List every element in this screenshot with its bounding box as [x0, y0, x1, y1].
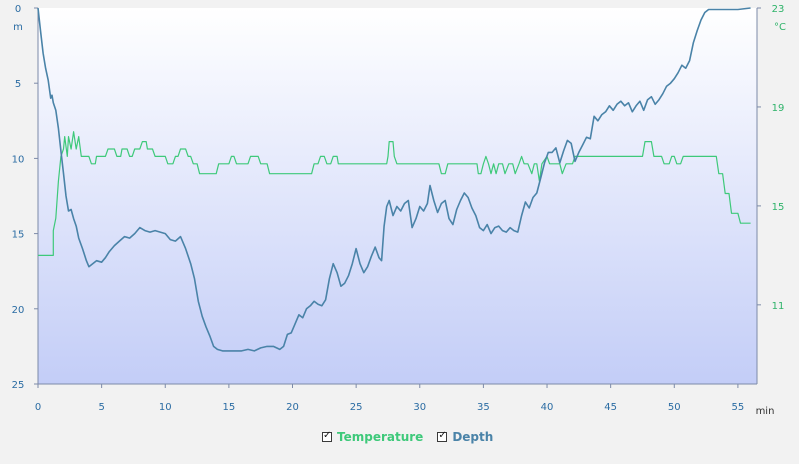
legend-depth-label: Depth — [452, 430, 494, 444]
legend-item-temperature[interactable]: Temperature — [322, 430, 423, 444]
right-axis-unit: °C — [774, 22, 786, 33]
x-axis-unit: min — [756, 406, 775, 417]
temperature-series-line — [38, 131, 751, 256]
x-tick-label: 40 — [541, 402, 554, 413]
x-tick-label: 20 — [286, 402, 299, 413]
depth-checkbox[interactable] — [437, 430, 448, 442]
legend-temperature-label: Temperature — [337, 430, 424, 444]
x-tick-label: 35 — [477, 402, 490, 413]
right-tick-label: 11 — [772, 301, 785, 312]
x-tick-label: 5 — [98, 402, 104, 413]
x-tick-label: 50 — [668, 402, 681, 413]
temperature-checkbox[interactable] — [322, 430, 332, 442]
right-tick-label: 23 — [772, 4, 785, 15]
x-tick-label: 55 — [732, 402, 745, 413]
right-tick-label: 15 — [772, 202, 785, 213]
left-axis-unit: m — [13, 22, 23, 33]
plot-area — [38, 8, 757, 384]
x-tick-label: 25 — [350, 402, 363, 413]
left-tick-label: 20 — [12, 305, 25, 316]
left-tick-label: 5 — [15, 79, 21, 90]
left-tick-label: 25 — [12, 380, 25, 391]
x-tick-label: 0 — [35, 402, 41, 413]
x-tick-label: 10 — [159, 402, 172, 413]
x-tick-label: 45 — [604, 402, 617, 413]
chart-legend: Temperature Depth — [322, 430, 493, 444]
x-tick-label: 15 — [223, 402, 236, 413]
left-tick-label: 0 — [15, 4, 21, 15]
legend-item-depth[interactable]: Depth — [437, 430, 493, 444]
left-tick-label: 10 — [12, 154, 25, 165]
left-tick-label: 15 — [12, 230, 25, 241]
x-tick-label: 30 — [413, 402, 426, 413]
right-tick-label: 19 — [772, 103, 785, 114]
depth-series-line — [37, 7, 751, 352]
